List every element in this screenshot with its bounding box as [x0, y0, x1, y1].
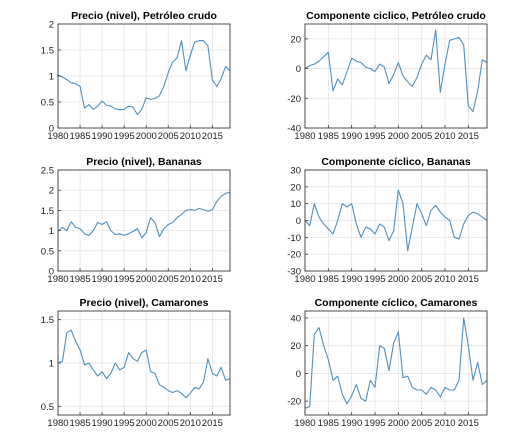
- y-tick-label: 1.5: [41, 206, 54, 217]
- y-tick-label: 0: [296, 64, 301, 75]
- x-tick-label: 1985: [69, 274, 90, 285]
- y-tick-label: 0: [296, 216, 301, 227]
- x-tick-label: 1980: [47, 418, 68, 429]
- y-tick-label: -20: [287, 250, 301, 261]
- x-tick-label: 1985: [318, 274, 339, 285]
- series-line: [57, 40, 231, 116]
- y-tick-label: -20: [287, 397, 301, 408]
- x-tick-label: 1990: [92, 418, 113, 429]
- panel-banana-cycle: Componente cíclico, Bananas 1980 1985 1990…: [287, 156, 488, 285]
- x-tick-label: 1980: [294, 274, 315, 285]
- x-tick-label: 2010: [180, 131, 201, 142]
- x-tick-label: 1980: [294, 418, 315, 429]
- x-tick-label: 2015: [458, 131, 479, 142]
- panel-title: Componente cíclico, Bananas: [321, 156, 471, 168]
- x-tick-label: 1990: [341, 131, 362, 142]
- y-tick-label: 20: [290, 34, 301, 45]
- y-tick-label: 2: [49, 186, 54, 197]
- series-line: [57, 329, 231, 399]
- x-tick-label: 1985: [69, 418, 90, 429]
- x-tick-label: 1985: [69, 131, 90, 142]
- x-tick-label: 2005: [411, 274, 432, 285]
- panel-oil-cycle: Componente ciclico, Petróleo crudo 1980 1…: [287, 10, 488, 142]
- x-tick-label: 1990: [92, 274, 113, 285]
- x-tick-label: 1995: [364, 131, 385, 142]
- x-tick-label: 2010: [180, 418, 201, 429]
- x-tick-label: 1995: [114, 274, 135, 285]
- series-line: [304, 317, 488, 409]
- x-tick-label: 2005: [411, 418, 432, 429]
- x-tick-label: 2005: [158, 418, 179, 429]
- x-tick-label: 2010: [434, 418, 455, 429]
- x-tick-label: 2015: [458, 418, 479, 429]
- x-tick-label: 2015: [458, 274, 479, 285]
- x-tick-label: 2000: [136, 274, 157, 285]
- panel-shrimp-price: Precio (nivel), Camarones 1980 1985 1990 19…: [41, 297, 231, 429]
- y-tick-label: 0: [49, 124, 54, 135]
- panel-title: Precio (nivel), Petróleo crudo: [71, 10, 217, 22]
- x-tick-label: 1995: [114, 131, 135, 142]
- y-tick-label: 1.5: [41, 46, 54, 57]
- y-tick-label: 2: [49, 20, 54, 31]
- y-tick-label: -20: [287, 94, 301, 105]
- x-tick-label: 1980: [47, 131, 68, 142]
- y-tick-label: 2.5: [41, 166, 54, 177]
- x-tick-label: 2000: [136, 418, 157, 429]
- x-tick-label: 2000: [136, 131, 157, 142]
- x-tick-label: 2005: [158, 131, 179, 142]
- series-line: [57, 191, 231, 239]
- panel-shrimp-cycle: Componente cíclico, Camarones 1980 1985 19…: [287, 297, 488, 429]
- y-tick-label: 1: [49, 359, 54, 370]
- series-line: [304, 29, 488, 113]
- y-tick-label: 30: [290, 166, 301, 177]
- panel-oil-price: Precio (nivel), Petróleo crudo 1980 1985 1…: [41, 10, 231, 142]
- y-tick-label: 10: [290, 199, 301, 210]
- x-tick-label: 2010: [434, 274, 455, 285]
- x-tick-label: 2000: [388, 418, 409, 429]
- x-tick-label: 2015: [202, 131, 223, 142]
- x-tick-label: 2000: [388, 131, 409, 142]
- y-tick-label: 1: [49, 226, 54, 237]
- y-tick-label: 40: [290, 313, 301, 324]
- x-tick-label: 1995: [364, 418, 385, 429]
- y-tick-label: 0.5: [41, 98, 54, 109]
- x-tick-label: 1995: [364, 274, 385, 285]
- x-tick-label: 2010: [434, 131, 455, 142]
- y-tick-label: -10: [287, 233, 301, 244]
- panel-banana-price: Precio (nivel), Bananas 1980 1985 1990 1995…: [41, 156, 231, 285]
- x-tick-label: 1990: [341, 274, 362, 285]
- x-tick-label: 1985: [318, 131, 339, 142]
- y-tick-label: 1.5: [41, 315, 54, 326]
- plot-frame: [304, 23, 488, 129]
- x-tick-label: 1995: [114, 418, 135, 429]
- x-tick-label: 1990: [341, 418, 362, 429]
- y-tick-label: 0.5: [41, 246, 54, 257]
- y-tick-label: 0: [49, 267, 54, 278]
- y-tick-label: 20: [290, 182, 301, 193]
- y-tick-label: -30: [287, 267, 301, 278]
- panel-title: Precio (nivel), Bananas: [86, 156, 202, 168]
- y-tick-label: 0.5: [41, 402, 54, 413]
- y-tick-label: 1: [49, 72, 54, 83]
- x-tick-label: 2015: [202, 274, 223, 285]
- y-tick-label: -40: [287, 124, 301, 135]
- x-tick-label: 1980: [294, 131, 315, 142]
- x-tick-label: 2000: [388, 274, 409, 285]
- y-tick-label: 0: [296, 369, 301, 380]
- y-tick-label: 20: [290, 341, 301, 352]
- x-tick-label: 1985: [318, 418, 339, 429]
- x-tick-label: 2010: [180, 274, 201, 285]
- plot-frame: [57, 169, 231, 272]
- panel-title: Componente ciclico, Petróleo crudo: [306, 10, 486, 22]
- x-tick-label: 1990: [92, 131, 113, 142]
- series-line: [304, 189, 488, 252]
- x-tick-label: 2005: [158, 274, 179, 285]
- panel-title: Componente cíclico, Camarones: [315, 297, 478, 309]
- panel-title: Precio (nivel), Camarones: [80, 297, 209, 309]
- x-tick-label: 2005: [411, 131, 432, 142]
- x-tick-label: 1980: [47, 274, 68, 285]
- plot-frame: [304, 310, 488, 416]
- x-tick-label: 2015: [202, 418, 223, 429]
